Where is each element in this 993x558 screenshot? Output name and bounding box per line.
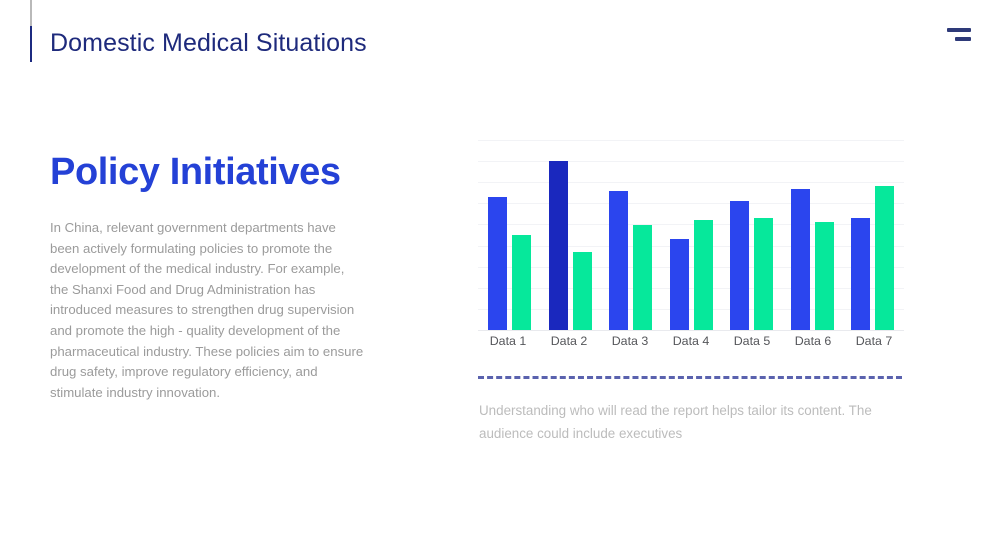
bar-series-2[interactable]: [512, 235, 531, 330]
chart-x-axis-labels: Data 1 Data 2 Data 3 Data 4 Data 5 Data 6 Data…: [478, 334, 904, 348]
bar-group: [488, 140, 531, 330]
header-accent-gray-line: [30, 0, 32, 26]
bar-series-2[interactable]: [754, 218, 773, 330]
x-axis-tick-label: Data 1: [489, 334, 527, 348]
bar-series-1[interactable]: [669, 239, 689, 330]
chart-baseline: [478, 330, 904, 331]
chart-gridline: [478, 161, 904, 162]
bar-series-1[interactable]: [609, 191, 628, 330]
dashed-divider: [478, 376, 902, 379]
bar-group: [790, 140, 834, 330]
bar-series-1[interactable]: [851, 218, 870, 330]
header-bar: Domestic Medical Situations: [0, 0, 993, 86]
chart-gridline: [478, 246, 904, 247]
page-title: Policy Initiatives: [50, 151, 341, 193]
content-right-column: Data 1 Data 2 Data 3 Data 4 Data 5 Data 6 Data…: [478, 136, 904, 441]
x-axis-tick-label: Data 2: [550, 334, 588, 348]
bar-group: [609, 140, 652, 330]
x-axis-tick-label: Data 7: [855, 334, 893, 348]
chart-gridline: [478, 140, 904, 141]
chart-gridline: [478, 288, 904, 289]
header-accent-navy-line: [30, 26, 32, 62]
bar-series-1[interactable]: [730, 201, 749, 330]
chart-gridlines: [478, 136, 904, 331]
bar-series-2[interactable]: [633, 225, 652, 330]
chart-gridline: [478, 267, 904, 268]
chart-caption: Understanding who will read the report h…: [479, 403, 872, 441]
chart-plot-area: [478, 140, 904, 330]
x-axis-tick-label: Data 6: [794, 334, 832, 348]
hamburger-menu-icon[interactable]: [945, 26, 971, 44]
bar-group: [669, 140, 713, 330]
bar-series-1[interactable]: [548, 161, 568, 330]
header-title: Domestic Medical Situations: [50, 29, 367, 57]
bar-group: [730, 140, 773, 330]
chart-gridline: [478, 203, 904, 204]
bar-chart: [478, 136, 904, 331]
body-paragraph: In China, relevant government department…: [50, 220, 364, 400]
bar-group: [851, 140, 894, 330]
bar-series-2[interactable]: [572, 252, 592, 330]
chart-gridline: [478, 309, 904, 310]
hamburger-line-top: [947, 28, 971, 32]
bar-series-2[interactable]: [875, 186, 894, 330]
chart-gridline: [478, 182, 904, 183]
hamburger-line-bottom: [955, 37, 971, 41]
x-axis-tick-label: Data 3: [611, 334, 649, 348]
bar-group: [548, 140, 592, 330]
bar-series-2[interactable]: [814, 222, 834, 330]
x-axis-tick-label: Data 5: [733, 334, 771, 348]
chart-gridline: [478, 224, 904, 225]
bar-series-2[interactable]: [693, 220, 713, 330]
bar-series-1[interactable]: [790, 189, 810, 330]
content-left-column: Policy Initiatives In China, relevant go…: [50, 148, 380, 403]
x-axis-tick-label: Data 4: [672, 334, 710, 348]
bar-series-1[interactable]: [488, 197, 507, 330]
